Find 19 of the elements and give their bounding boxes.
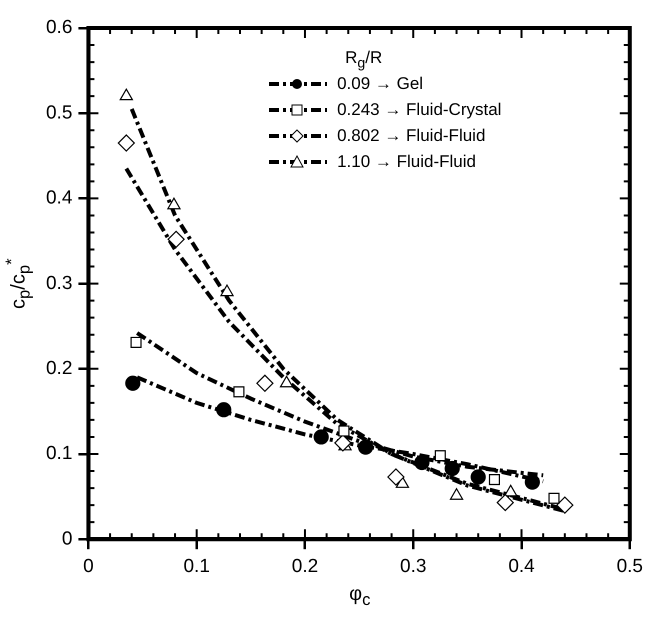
legend-label: 0.243 → Fluid-Crystal bbox=[337, 100, 502, 120]
y-tick-label: 0.2 bbox=[46, 358, 72, 380]
y-tick-label: 0 bbox=[62, 528, 72, 550]
legend-label: 0.802 → Fluid-Fluid bbox=[337, 126, 486, 146]
y-tick-label: 0.1 bbox=[46, 443, 72, 464]
x-tick-label: 0.5 bbox=[616, 556, 644, 577]
x-tick-label: 0.1 bbox=[183, 556, 210, 577]
x-tick-label: 0 bbox=[83, 556, 94, 577]
x-axis-title: φ$_{c}$ bbox=[349, 583, 370, 610]
y-tick-label: 0.3 bbox=[46, 272, 72, 294]
legend-title: R$_{g}$/R bbox=[345, 48, 384, 72]
y-tick-label: 0.4 bbox=[46, 188, 73, 209]
x-tick-label: 0.4 bbox=[508, 556, 536, 577]
legend-label: 1.10 → Fluid-Fluid bbox=[337, 152, 476, 172]
x-tick-label: 0.3 bbox=[400, 556, 426, 577]
y-tick-label: 0.6 bbox=[46, 17, 72, 38]
x-tick-label: 0.2 bbox=[292, 556, 318, 577]
legend-label: 0.09 → Gel bbox=[337, 74, 424, 94]
y-tick-label: 0.5 bbox=[46, 102, 72, 124]
